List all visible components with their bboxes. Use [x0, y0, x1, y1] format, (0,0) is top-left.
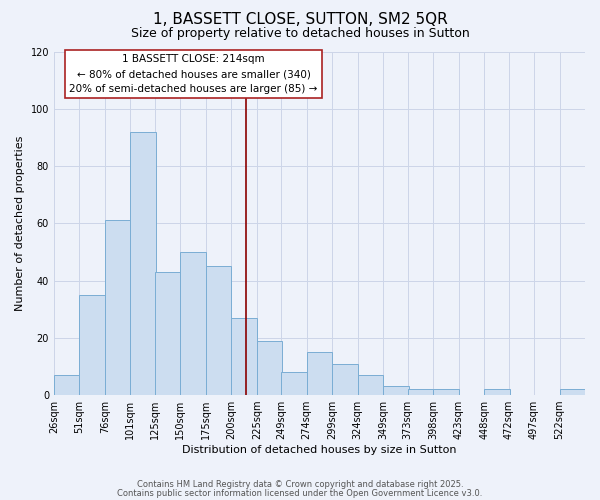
Bar: [206, 266, 231, 395]
Bar: [332, 364, 358, 395]
Y-axis label: Number of detached properties: Number of detached properties: [15, 136, 25, 311]
Bar: [407, 390, 433, 395]
Bar: [560, 390, 585, 395]
Bar: [307, 352, 332, 395]
Bar: [105, 220, 130, 395]
Bar: [257, 340, 282, 395]
Bar: [281, 372, 307, 395]
Bar: [155, 272, 181, 395]
Bar: [358, 375, 383, 395]
Bar: [79, 295, 105, 395]
Bar: [54, 375, 79, 395]
Text: 1, BASSETT CLOSE, SUTTON, SM2 5QR: 1, BASSETT CLOSE, SUTTON, SM2 5QR: [152, 12, 448, 28]
Bar: [484, 390, 509, 395]
X-axis label: Distribution of detached houses by size in Sutton: Distribution of detached houses by size …: [182, 445, 457, 455]
Bar: [130, 132, 156, 395]
Bar: [383, 386, 409, 395]
Text: Contains public sector information licensed under the Open Government Licence v3: Contains public sector information licen…: [118, 488, 482, 498]
Bar: [231, 318, 257, 395]
Text: 1 BASSETT CLOSE: 214sqm
← 80% of detached houses are smaller (340)
20% of semi-d: 1 BASSETT CLOSE: 214sqm ← 80% of detache…: [70, 54, 318, 94]
Bar: [433, 390, 458, 395]
Bar: [181, 252, 206, 395]
Text: Size of property relative to detached houses in Sutton: Size of property relative to detached ho…: [131, 28, 469, 40]
Text: Contains HM Land Registry data © Crown copyright and database right 2025.: Contains HM Land Registry data © Crown c…: [137, 480, 463, 489]
